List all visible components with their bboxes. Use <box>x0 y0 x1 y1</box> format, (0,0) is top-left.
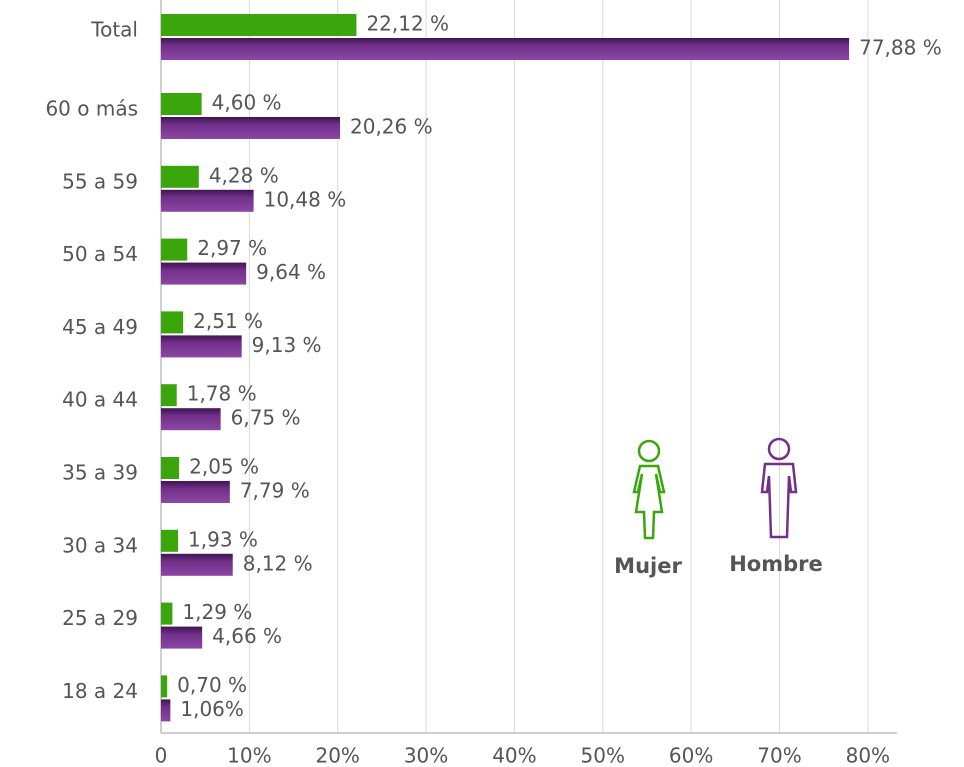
data-label: 2,97 % <box>197 236 267 260</box>
x-tick-label: 40% <box>492 744 536 767</box>
bar <box>161 262 247 285</box>
bar <box>161 311 184 334</box>
bar <box>161 481 230 503</box>
data-label: 4,28 % <box>209 163 279 187</box>
bar <box>161 602 173 625</box>
data-label: 4,60 % <box>212 91 282 115</box>
bar <box>161 189 254 212</box>
data-label: 1,06% <box>180 697 244 721</box>
data-label: 77,88 % <box>859 36 942 60</box>
data-label: 2,51 % <box>193 309 263 333</box>
x-tick-label: 50% <box>581 744 625 767</box>
y-tick-label: Total <box>90 18 138 42</box>
bar <box>161 93 202 115</box>
data-label: 1,93 % <box>188 527 258 551</box>
data-label: 2,05 % <box>189 455 259 479</box>
mujer-icon <box>632 439 666 540</box>
x-tick-label: 60% <box>669 744 713 767</box>
bar <box>161 675 168 698</box>
bar <box>161 408 221 431</box>
bar <box>161 165 199 188</box>
x-tick-label: 20% <box>315 744 359 767</box>
data-label: 10,48 % <box>264 187 347 211</box>
bar <box>161 238 188 261</box>
x-tick-label: 70% <box>757 744 801 767</box>
legend-label: Mujer <box>614 554 682 578</box>
bar <box>161 14 357 36</box>
y-tick-label: 60 o más <box>45 97 138 121</box>
x-tick-label: 30% <box>404 744 448 767</box>
y-tick-label: 35 a 39 <box>62 461 138 485</box>
legend-label: Hombre <box>729 552 823 576</box>
data-label: 4,66 % <box>212 624 282 648</box>
data-label: 6,75 % <box>231 406 301 430</box>
bar <box>161 384 177 407</box>
y-tick-label: 45 a 49 <box>62 315 138 339</box>
bar <box>161 553 233 576</box>
x-tick-label: 0 <box>155 744 168 767</box>
data-label: 8,12 % <box>243 551 313 575</box>
y-tick-label: 50 a 54 <box>62 242 138 266</box>
bar <box>161 38 850 60</box>
x-tick-label: 80% <box>846 744 890 767</box>
data-label: 0,70 % <box>177 673 247 697</box>
y-tick-label: 25 a 29 <box>62 606 138 630</box>
data-label: 9,64 % <box>256 260 326 284</box>
y-tick-label: 55 a 59 <box>62 169 138 193</box>
hombre-icon <box>760 437 798 539</box>
bar <box>161 529 179 552</box>
data-label: 22,12 % <box>366 12 449 36</box>
y-tick-label: 40 a 44 <box>62 388 138 412</box>
data-label: 20,26 % <box>350 115 433 139</box>
bar <box>161 335 242 358</box>
data-label: 9,13 % <box>252 333 322 357</box>
x-tick-label: 10% <box>227 744 271 767</box>
bar <box>161 699 171 722</box>
y-tick-label: 30 a 34 <box>62 533 138 557</box>
data-label: 1,78 % <box>187 382 257 406</box>
data-label: 7,79 % <box>240 479 310 503</box>
bar <box>161 626 203 649</box>
bar <box>161 457 180 479</box>
y-tick-label: 18 a 24 <box>62 679 138 703</box>
bar <box>161 117 341 139</box>
data-label: 1,29 % <box>182 600 252 624</box>
